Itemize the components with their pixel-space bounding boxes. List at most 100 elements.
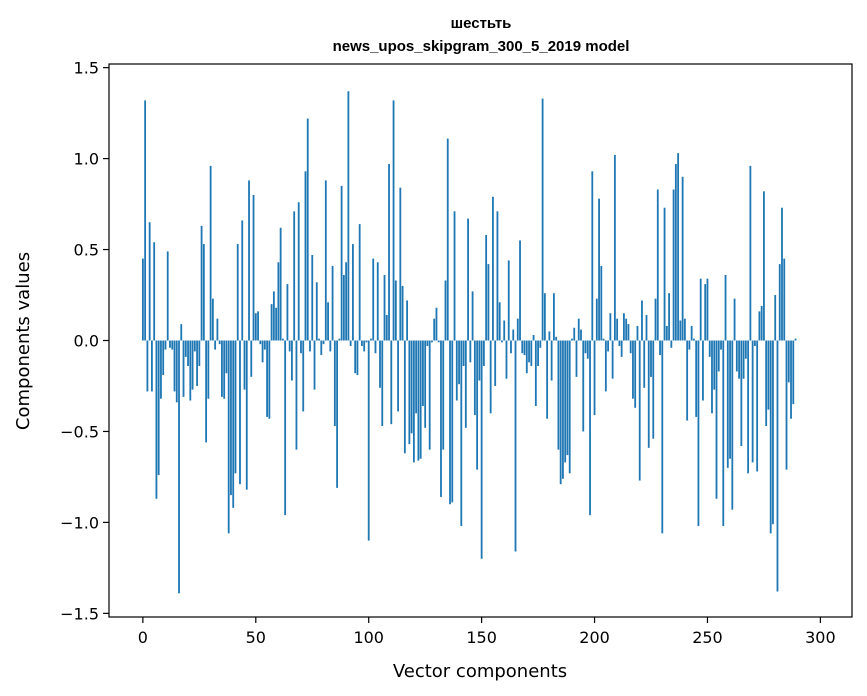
bar bbox=[329, 340, 332, 352]
bar bbox=[546, 340, 549, 419]
bar bbox=[604, 340, 607, 392]
chart-subtitle: news_upos_skipgram_300_5_2019 model bbox=[333, 38, 630, 55]
y-tick-label: 1.5 bbox=[74, 59, 99, 78]
bar bbox=[577, 318, 580, 341]
bar bbox=[625, 318, 628, 341]
bar bbox=[164, 340, 167, 350]
bar bbox=[324, 180, 327, 341]
bar bbox=[690, 325, 693, 341]
bar bbox=[437, 340, 440, 343]
bar bbox=[403, 340, 406, 454]
bar bbox=[232, 340, 235, 508]
bar bbox=[729, 340, 731, 459]
bar bbox=[221, 340, 223, 397]
bar bbox=[315, 282, 318, 341]
bar bbox=[713, 340, 716, 390]
bar bbox=[268, 340, 271, 419]
bar bbox=[250, 340, 253, 377]
bar bbox=[417, 340, 420, 461]
bars-group bbox=[141, 91, 797, 594]
bar bbox=[160, 340, 162, 399]
bar bbox=[347, 91, 350, 341]
bar bbox=[297, 202, 300, 341]
bar bbox=[401, 285, 404, 341]
bar bbox=[184, 340, 187, 357]
bar bbox=[656, 189, 659, 341]
bar bbox=[306, 118, 309, 341]
bar bbox=[322, 340, 325, 345]
bar bbox=[541, 98, 544, 341]
bar bbox=[415, 340, 418, 414]
x-tick-label: 150 bbox=[466, 628, 497, 647]
bar bbox=[566, 340, 569, 456]
bar bbox=[776, 340, 779, 592]
bar bbox=[790, 340, 792, 419]
bar bbox=[426, 340, 429, 346]
bar bbox=[243, 340, 246, 390]
bar bbox=[370, 338, 372, 341]
bar bbox=[586, 340, 589, 359]
bar bbox=[708, 340, 711, 357]
bar bbox=[711, 340, 713, 414]
bar bbox=[783, 258, 786, 341]
bar bbox=[772, 340, 774, 525]
bar bbox=[365, 340, 368, 343]
bar bbox=[609, 313, 612, 341]
bar bbox=[548, 331, 551, 341]
bar bbox=[722, 340, 725, 527]
bar bbox=[575, 340, 578, 377]
bar bbox=[650, 340, 652, 377]
bar bbox=[277, 262, 280, 341]
bar bbox=[582, 340, 585, 432]
bar bbox=[422, 340, 424, 406]
bar bbox=[291, 340, 293, 381]
bar bbox=[469, 340, 472, 363]
bar bbox=[652, 340, 655, 439]
bar bbox=[455, 340, 458, 401]
bar bbox=[688, 340, 691, 350]
bar bbox=[724, 275, 727, 341]
bar bbox=[408, 340, 411, 445]
bar bbox=[620, 340, 623, 357]
bar bbox=[720, 340, 722, 350]
bar bbox=[331, 265, 334, 341]
bar bbox=[618, 340, 621, 346]
bar bbox=[248, 180, 250, 341]
bar bbox=[424, 340, 427, 428]
bar bbox=[464, 340, 467, 428]
bar bbox=[189, 340, 192, 401]
bar bbox=[261, 340, 264, 363]
bar bbox=[363, 340, 366, 352]
bar bbox=[397, 340, 399, 412]
bar bbox=[647, 340, 650, 448]
bar bbox=[153, 242, 156, 341]
bar bbox=[747, 340, 750, 474]
bar bbox=[613, 154, 616, 341]
bar bbox=[354, 340, 357, 374]
bar bbox=[458, 340, 460, 385]
bar bbox=[349, 340, 352, 346]
bar bbox=[525, 340, 528, 374]
bar bbox=[512, 329, 515, 341]
bar bbox=[643, 340, 646, 388]
bar bbox=[530, 340, 533, 366]
bar bbox=[659, 340, 661, 356]
bar bbox=[623, 313, 625, 341]
bar bbox=[480, 340, 483, 559]
bar bbox=[686, 340, 689, 421]
bar bbox=[338, 338, 341, 341]
bar bbox=[717, 340, 720, 372]
bar bbox=[209, 165, 212, 341]
bar bbox=[744, 340, 747, 359]
bar bbox=[234, 340, 237, 474]
bar bbox=[394, 280, 397, 341]
y-tick-label: −1.0 bbox=[60, 513, 99, 532]
bar bbox=[580, 329, 582, 341]
bar bbox=[372, 258, 375, 341]
bar bbox=[564, 340, 567, 463]
bar bbox=[144, 100, 147, 341]
bar bbox=[763, 191, 765, 341]
bar bbox=[388, 164, 390, 341]
x-tick-label: 0 bbox=[138, 628, 148, 647]
